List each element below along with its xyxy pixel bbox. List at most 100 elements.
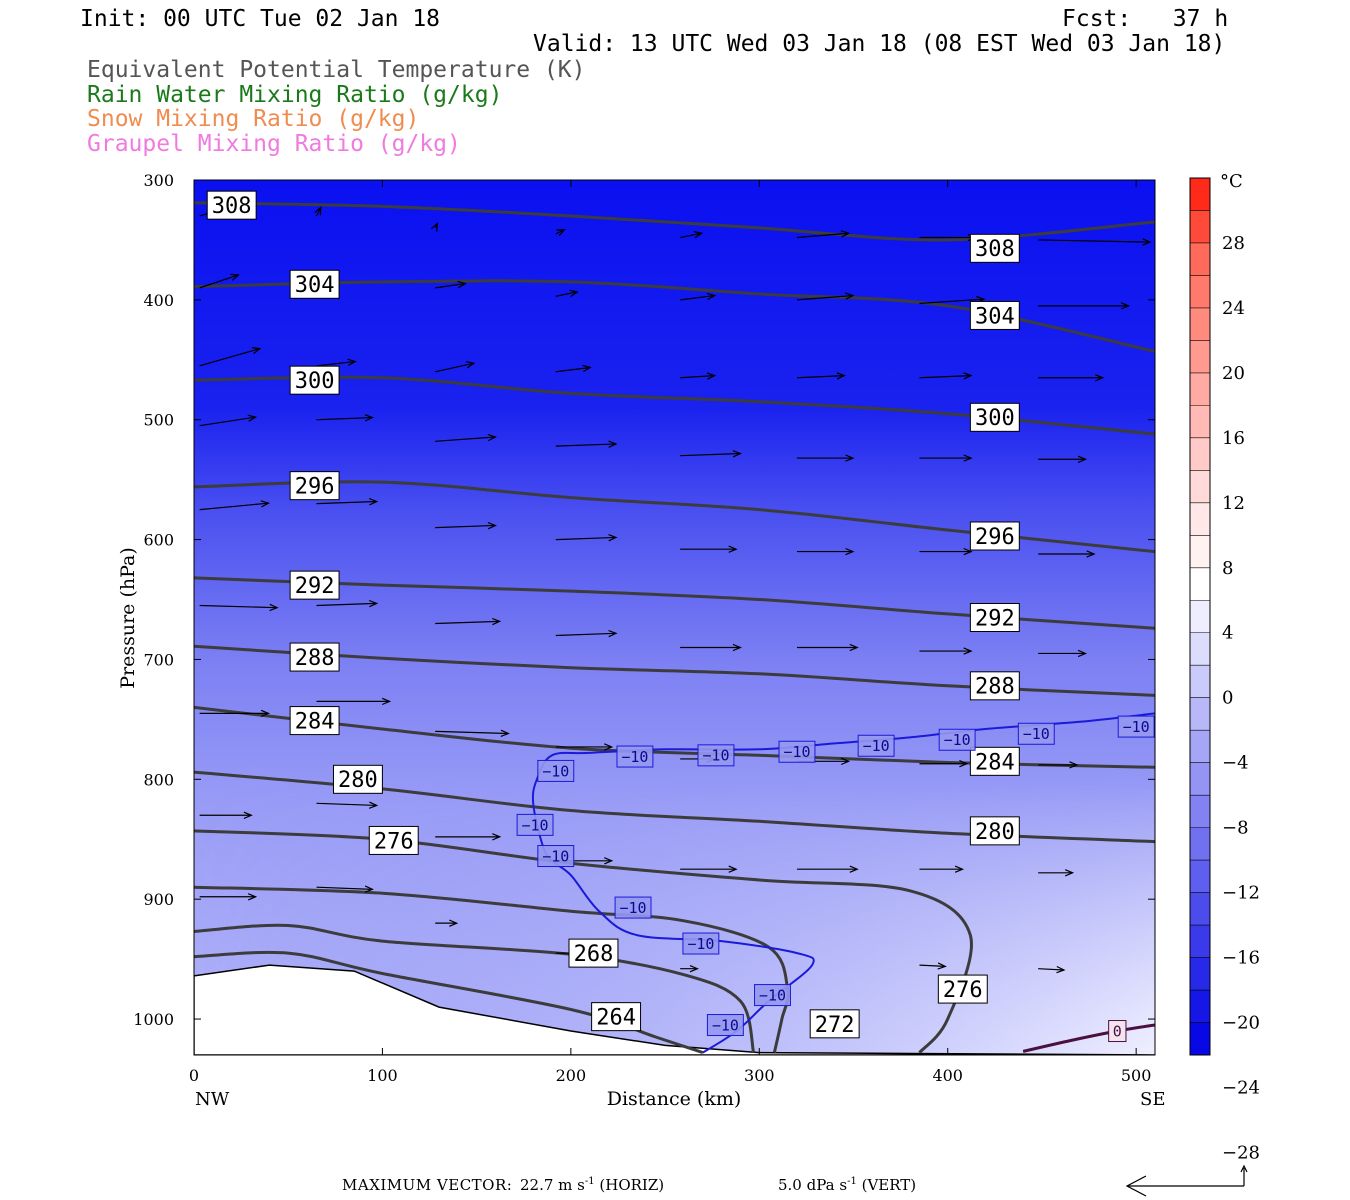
wind-vector-shaft (435, 362, 475, 373)
x-tick-label: 200 (556, 1066, 587, 1085)
wind-vector-head (728, 865, 738, 873)
wind-vector (680, 965, 699, 973)
wind-vector-head (465, 361, 476, 369)
theta-e-label-text: 268 (574, 942, 614, 967)
wind-vector (199, 603, 279, 612)
wind-vector (435, 833, 502, 841)
wind-vector (1038, 374, 1105, 382)
isotherm-zero (1022, 1023, 1155, 1053)
colorbar-swatch (1190, 957, 1210, 991)
wind-vector (680, 865, 738, 873)
wind-vector (199, 414, 258, 427)
isotherm-label-box (697, 744, 735, 767)
wind-vector (1038, 238, 1152, 246)
colorbar-tick-label: −24 (1222, 1077, 1260, 1098)
wind-vector (316, 801, 379, 809)
wind-vector-head (1120, 302, 1131, 310)
wind-vector-shaft (555, 229, 565, 235)
wind-vector (314, 206, 322, 217)
colorbar-tick-label: −20 (1222, 1013, 1260, 1034)
isotherm-label-box (1017, 722, 1055, 745)
isotherm-label: −10 (616, 745, 654, 768)
wind-vector (199, 347, 262, 367)
isotherm-label-text: −10 (783, 743, 810, 761)
wind-vector-head (1064, 869, 1075, 877)
footer-horiz-exp: -1 (584, 1176, 595, 1187)
footer-vert-exp: -1 (847, 1176, 857, 1187)
wind-vector-head (381, 697, 392, 706)
wind-vector (680, 643, 742, 652)
wind-vector-head (260, 500, 271, 508)
theta-e-label: 280 (969, 816, 1020, 846)
isotherm-label-text: −10 (1023, 725, 1050, 743)
isotherm-label-text: −10 (619, 899, 646, 917)
wind-vector-head (347, 358, 357, 366)
colorbar-swatch (1190, 860, 1210, 894)
isotherm-label: −10 (537, 759, 575, 782)
wind-vector-head (1077, 649, 1088, 658)
wind-vector-shaft (555, 366, 591, 373)
legend-graupel: Graupel Mixing Ratio (g/kg) (87, 131, 461, 157)
x-end-label-right: SE (1140, 1089, 1165, 1110)
wind-vector-shaft (555, 632, 617, 637)
wind-vector (555, 364, 592, 373)
wind-vector-head (963, 547, 973, 556)
wind-vector-head (364, 885, 374, 893)
colorbar-tick-label: 20 (1222, 363, 1245, 384)
wind-vector-head (1069, 761, 1079, 769)
wind-vector-shaft (316, 360, 356, 367)
isotherm-label-text: −10 (863, 737, 890, 755)
theta-e-label: 272 (809, 1009, 860, 1039)
isotherm-label-text: −10 (944, 731, 971, 749)
theta-e-label-text: 300 (295, 369, 335, 394)
wind-vector-shaft (796, 294, 853, 301)
wind-vector-head (368, 801, 379, 809)
colorbar-swatch (1190, 405, 1210, 439)
theta-e-label: 292 (289, 570, 340, 600)
theta-e-label: 264 (591, 1002, 642, 1032)
wind-vector (435, 522, 497, 530)
wind-vector (796, 865, 859, 873)
theta-e-label-box (289, 706, 340, 736)
wind-vector (796, 230, 851, 239)
wind-vector-head (706, 292, 717, 301)
isotherm-label-text: −10 (542, 762, 569, 780)
wind-vector (1038, 455, 1088, 463)
isotherm-label: −10 (614, 896, 652, 919)
colorbar-swatch (1190, 470, 1210, 504)
wind-vector (1038, 649, 1088, 658)
wind-vector-head (492, 833, 502, 841)
isotherm-label-zero: 0 (1108, 1020, 1127, 1043)
wind-vector-head (963, 647, 973, 655)
theta-e-label-text: 304 (295, 273, 335, 298)
footer-horiz-text: 22.7 m s (520, 1176, 585, 1194)
isotherm-label: −10 (1117, 715, 1155, 738)
theta-e-label-text: 280 (338, 768, 378, 793)
isotherm-label-box (1117, 715, 1155, 738)
y-tick-label: 400 (143, 291, 174, 310)
wind-vector (1038, 302, 1131, 310)
isotherm-label-text: −10 (687, 935, 714, 953)
wind-vector-head (364, 414, 374, 422)
wind-vector-head (845, 454, 855, 462)
footer-vert-value: 5.0 dPa s-1 (VERT) (778, 1176, 916, 1194)
y-tick-label: 300 (143, 171, 174, 190)
theta-e-label-box (969, 816, 1020, 846)
valid-time: Valid: 13 UTC Wed 03 Jan 18 (08 EST Wed … (533, 31, 1226, 57)
wind-vector-head (963, 454, 973, 462)
wind-vector-head (487, 522, 497, 530)
theta-e-label-box (368, 825, 419, 855)
x-tick-label: 500 (1121, 1066, 1152, 1085)
theta-e-label-text: 308 (212, 194, 252, 219)
wind-vector-head (608, 440, 618, 448)
footer-vert-text: 5.0 dPa s (778, 1176, 848, 1194)
wind-vector-head (314, 206, 322, 216)
theta-e-label: 308 (206, 190, 257, 220)
isotherm-label: −10 (938, 728, 976, 751)
wind-vector (435, 919, 459, 927)
wind-vector (919, 962, 947, 970)
theta-e-label-text: 288 (295, 646, 335, 671)
y-axis-title: Pressure (hPa) (117, 547, 139, 689)
theta-e-contour-272 (194, 885, 790, 1053)
wind-vector-head (836, 372, 846, 380)
